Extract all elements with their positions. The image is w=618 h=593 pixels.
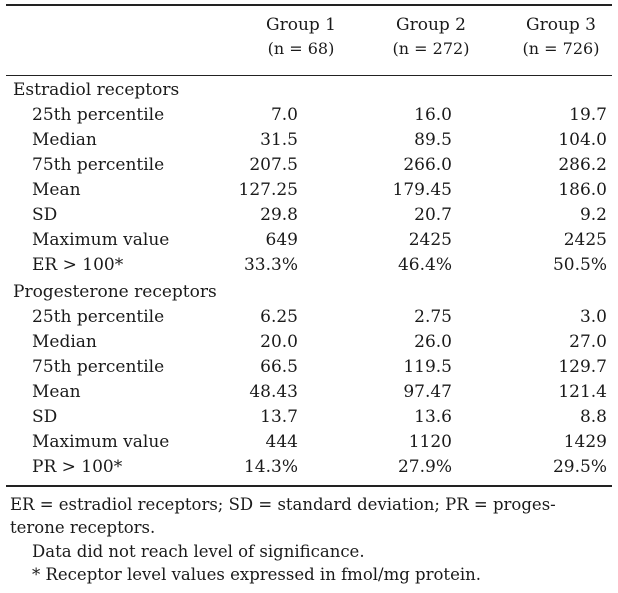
cell-value: 8.8 [579, 407, 607, 427]
section-title-progesterone: Progesterone receptors [13, 282, 217, 302]
cell-value: 29.5% [552, 457, 607, 477]
row-label: PR > 100* [32, 457, 123, 477]
cell-value: 26.0 [414, 332, 452, 352]
cell-value: 48.43 [249, 382, 298, 402]
row-label: Maximum value [32, 230, 170, 250]
row-label: SD [32, 205, 58, 225]
cell-value: 66.5 [260, 357, 298, 377]
cell-value: 104.0 [558, 130, 607, 150]
cell-value: 16.0 [414, 105, 452, 125]
cell-value: 9.2 [579, 205, 607, 225]
section-title-estradiol: Estradiol receptors [13, 80, 180, 100]
row-label: Maximum value [32, 432, 170, 452]
header-rule [6, 75, 612, 76]
cell-value: 13.7 [260, 407, 298, 427]
row-label: Median [32, 130, 97, 150]
row-label: 25th percentile [32, 307, 165, 327]
row-label: 25th percentile [32, 105, 165, 125]
cell-value: 1120 [408, 432, 452, 452]
cell-value: 19.7 [569, 105, 607, 125]
col-header-group-1: Group 1 [266, 15, 336, 35]
cell-value: 20.7 [414, 205, 452, 225]
cell-value: 266.0 [403, 155, 452, 175]
cell-value: 46.4% [397, 255, 452, 275]
row-label: Mean [32, 382, 81, 402]
footnote-abbreviations-cont: terone receptors. [10, 518, 156, 537]
row-label: Mean [32, 180, 81, 200]
cell-value: 3.0 [579, 307, 607, 327]
col-header-group-1-n: (n = 68) [267, 39, 335, 58]
footnote-significance: Data did not reach level of significance… [32, 542, 365, 561]
cell-value: 2.75 [414, 307, 452, 327]
row-label: 75th percentile [32, 357, 165, 377]
cell-value: 207.5 [249, 155, 298, 175]
col-header-group-2-n: (n = 272) [392, 39, 470, 58]
cell-value: 286.2 [558, 155, 607, 175]
col-header-group-3-n: (n = 726) [522, 39, 600, 58]
cell-value: 179.45 [392, 180, 452, 200]
cell-value: 649 [265, 230, 298, 250]
col-header-group-3: Group 3 [526, 15, 596, 35]
cell-value: 121.4 [558, 382, 607, 402]
row-label: 75th percentile [32, 155, 165, 175]
col-header-group-2: Group 2 [396, 15, 466, 35]
cell-value: 27.9% [397, 457, 452, 477]
cell-value: 129.7 [558, 357, 607, 377]
cell-value: 27.0 [569, 332, 607, 352]
cell-value: 97.47 [403, 382, 452, 402]
row-label: SD [32, 407, 58, 427]
cell-value: 89.5 [414, 130, 452, 150]
cell-value: 33.3% [243, 255, 298, 275]
cell-value: 14.3% [243, 457, 298, 477]
top-rule [6, 4, 612, 6]
row-label: Median [32, 332, 97, 352]
cell-value: 6.25 [260, 307, 298, 327]
row-label: ER > 100* [32, 255, 124, 275]
cell-value: 7.0 [270, 105, 298, 125]
cell-value: 31.5 [260, 130, 298, 150]
cell-value: 119.5 [403, 357, 452, 377]
cell-value: 13.6 [414, 407, 452, 427]
cell-value: 1429 [563, 432, 607, 452]
cell-value: 2425 [408, 230, 452, 250]
footnote-abbreviations: ER = estradiol receptors; SD = standard … [10, 495, 556, 514]
bottom-rule [6, 485, 612, 487]
cell-value: 20.0 [260, 332, 298, 352]
cell-value: 50.5% [552, 255, 607, 275]
cell-value: 29.8 [260, 205, 298, 225]
cell-value: 2425 [563, 230, 607, 250]
cell-value: 444 [265, 432, 298, 452]
cell-value: 186.0 [558, 180, 607, 200]
cell-value: 127.25 [238, 180, 298, 200]
footnote-units: * Receptor level values expressed in fmo… [32, 565, 481, 584]
